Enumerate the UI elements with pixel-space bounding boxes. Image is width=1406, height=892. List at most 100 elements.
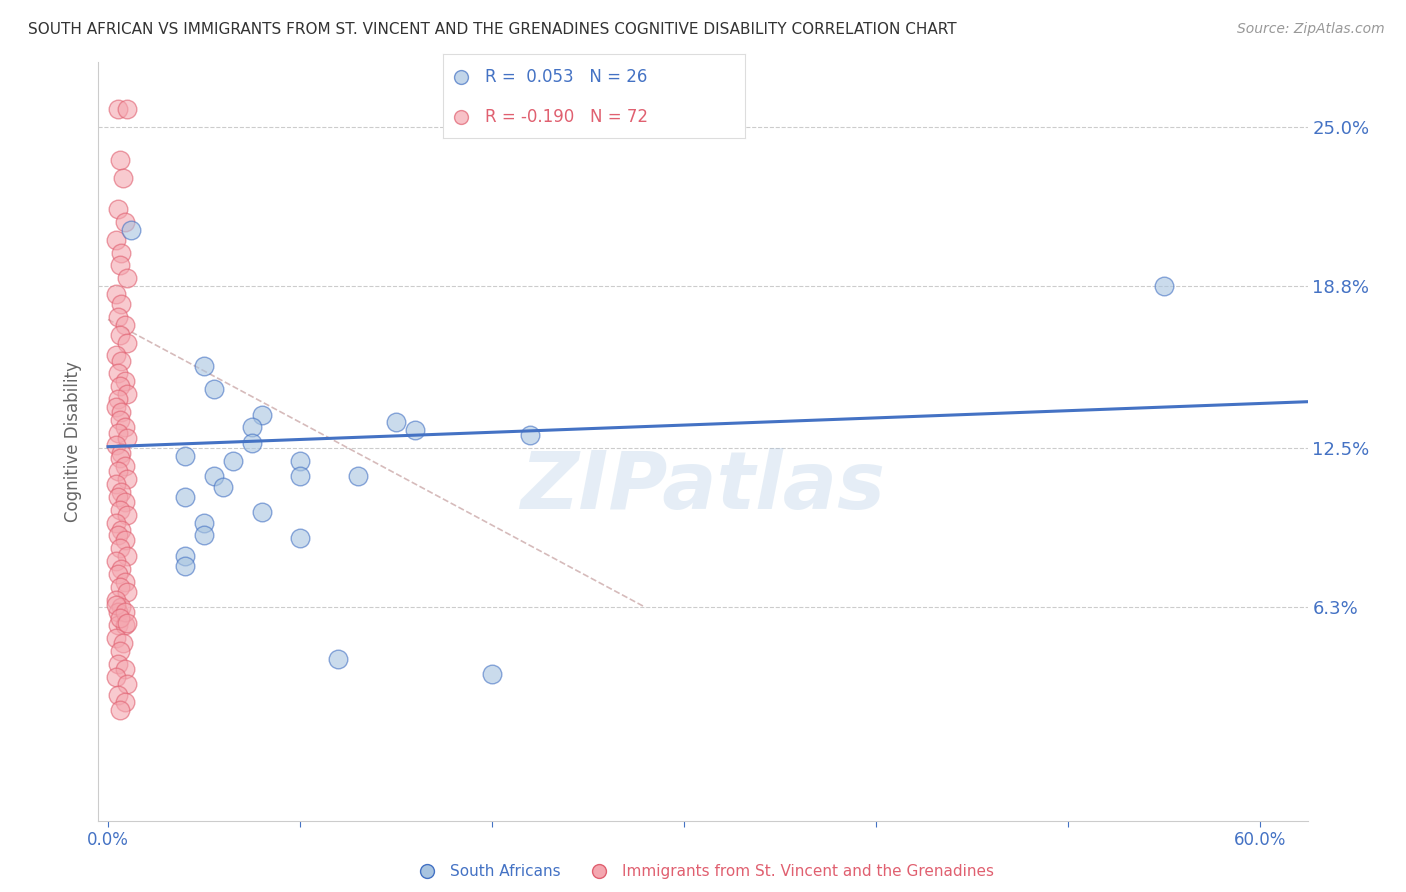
Point (108, 580, 131, 594)
Point (114, 420, 136, 434)
Point (173, 490, 195, 504)
Point (104, 516, 127, 530)
Point (104, 631, 127, 645)
Point (104, 438, 127, 452)
Point (250, 408, 273, 422)
Point (250, 505, 273, 519)
Point (104, 598, 127, 612)
Point (107, 657, 129, 671)
Point (107, 392, 129, 406)
Point (519, 428, 541, 442)
Point (450, 110, 472, 124)
Point (115, 677, 138, 691)
Point (173, 449, 195, 463)
Legend: South Africans, Immigrants from St. Vincent and the Grenadines: South Africans, Immigrants from St. Vinc… (406, 858, 1000, 885)
Point (115, 585, 138, 599)
Point (115, 472, 138, 486)
Point (107, 688, 129, 702)
Point (404, 423, 426, 437)
Y-axis label: Cognitive Disability: Cognitive Disability (65, 361, 83, 522)
Point (115, 508, 138, 522)
Point (108, 502, 131, 516)
Point (328, 651, 350, 665)
Point (346, 469, 368, 483)
Point (108, 451, 131, 466)
Point (108, 703, 131, 717)
Point (107, 606, 129, 620)
Point (104, 592, 127, 607)
Point (240, 435, 263, 450)
Point (115, 102, 138, 116)
Point (114, 606, 136, 620)
Point (193, 359, 215, 373)
Point (108, 413, 131, 427)
Point (108, 541, 131, 556)
Text: Source: ZipAtlas.com: Source: ZipAtlas.com (1237, 22, 1385, 37)
Point (104, 670, 127, 684)
Point (114, 318, 136, 332)
Point (107, 310, 129, 324)
Point (115, 615, 138, 630)
Point (108, 259, 131, 273)
Text: R =  0.053   N = 26: R = 0.053 N = 26 (485, 69, 648, 87)
Point (107, 464, 129, 478)
Point (212, 479, 235, 493)
Point (112, 171, 135, 186)
Point (108, 153, 131, 167)
Point (222, 454, 245, 468)
Point (114, 495, 136, 509)
Point (115, 549, 138, 563)
Point (104, 348, 127, 362)
Point (108, 644, 131, 658)
Point (120, 222, 142, 236)
Point (202, 469, 225, 483)
Point (110, 484, 132, 499)
Point (104, 400, 127, 414)
Point (104, 554, 127, 568)
Point (173, 549, 195, 563)
Point (385, 415, 408, 429)
Point (240, 420, 263, 434)
Point (115, 431, 138, 445)
Text: R = -0.190   N = 72: R = -0.190 N = 72 (485, 108, 648, 126)
Point (114, 533, 136, 548)
Point (114, 618, 136, 632)
Point (115, 271, 138, 285)
Point (104, 233, 127, 247)
Point (288, 454, 311, 468)
Point (114, 695, 136, 709)
Point (110, 245, 132, 260)
Point (114, 215, 136, 229)
Point (110, 353, 132, 368)
Point (110, 446, 132, 460)
Point (107, 102, 129, 116)
Point (107, 528, 129, 542)
Point (288, 469, 311, 483)
Point (193, 528, 215, 542)
Point (110, 523, 132, 537)
Point (288, 531, 311, 545)
Point (107, 490, 129, 504)
Point (108, 327, 131, 342)
Point (115, 335, 138, 350)
Point (481, 667, 503, 681)
Point (173, 559, 195, 574)
Point (114, 374, 136, 388)
Point (1153, 279, 1175, 293)
Point (104, 477, 127, 491)
Point (110, 562, 132, 576)
Text: ZIPatlas: ZIPatlas (520, 448, 886, 526)
Text: SOUTH AFRICAN VS IMMIGRANTS FROM ST. VINCENT AND THE GRENADINES COGNITIVE DISABI: SOUTH AFRICAN VS IMMIGRANTS FROM ST. VIN… (28, 22, 956, 37)
Point (193, 516, 215, 530)
Point (107, 367, 129, 381)
Point (107, 618, 129, 632)
Point (107, 566, 129, 581)
Point (114, 458, 136, 473)
Point (108, 610, 131, 624)
Point (110, 297, 132, 311)
Point (114, 662, 136, 676)
Point (110, 405, 132, 419)
Point (115, 387, 138, 401)
Point (450, 70, 472, 85)
Point (107, 425, 129, 440)
